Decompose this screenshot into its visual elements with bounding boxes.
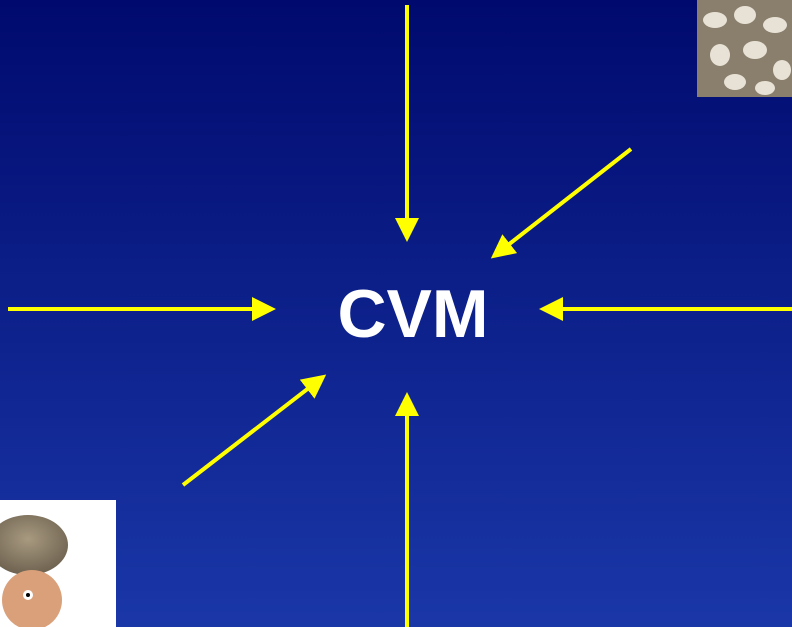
page: {"slide": {"center_label": "CVM"}} html,… <box>0 0 792 627</box>
man-photo <box>0 500 116 627</box>
body: CVM (() => { const data = JSON.parse(doc… <box>0 0 792 627</box>
chickens-photo <box>697 0 792 97</box>
slide: CVM <box>0 0 792 627</box>
center-label: CVM <box>337 276 488 352</box>
